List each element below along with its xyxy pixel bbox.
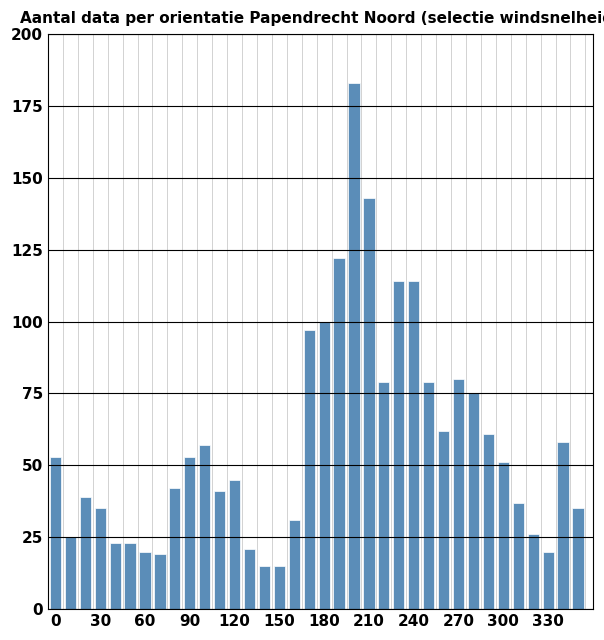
Bar bbox=[527, 534, 539, 609]
Bar bbox=[304, 330, 315, 609]
Bar bbox=[274, 566, 285, 609]
Bar bbox=[289, 520, 300, 609]
Bar bbox=[513, 502, 524, 609]
Bar bbox=[333, 259, 345, 609]
Bar bbox=[349, 83, 359, 609]
Bar bbox=[408, 282, 419, 609]
Bar bbox=[483, 434, 494, 609]
Bar bbox=[124, 543, 136, 609]
Bar bbox=[109, 543, 121, 609]
Bar bbox=[244, 548, 255, 609]
Bar bbox=[80, 497, 91, 609]
Bar bbox=[199, 445, 210, 609]
Bar bbox=[184, 457, 196, 609]
Bar bbox=[423, 382, 434, 609]
Bar bbox=[50, 457, 61, 609]
Bar bbox=[557, 442, 568, 609]
Bar bbox=[438, 431, 449, 609]
Title: Aantal data per orientatie Papendrecht Noord (selectie windsnelheid): Aantal data per orientatie Papendrecht N… bbox=[21, 11, 604, 26]
Bar bbox=[259, 566, 270, 609]
Bar bbox=[155, 554, 165, 609]
Bar bbox=[140, 552, 150, 609]
Bar bbox=[453, 379, 464, 609]
Bar bbox=[378, 382, 390, 609]
Bar bbox=[393, 282, 405, 609]
Bar bbox=[364, 198, 374, 609]
Bar bbox=[498, 463, 509, 609]
Bar bbox=[468, 394, 479, 609]
Bar bbox=[229, 480, 240, 609]
Bar bbox=[573, 508, 583, 609]
Bar bbox=[169, 488, 181, 609]
Bar bbox=[65, 537, 76, 609]
Bar bbox=[542, 552, 554, 609]
Bar bbox=[318, 322, 330, 609]
Bar bbox=[95, 508, 106, 609]
Bar bbox=[214, 491, 225, 609]
